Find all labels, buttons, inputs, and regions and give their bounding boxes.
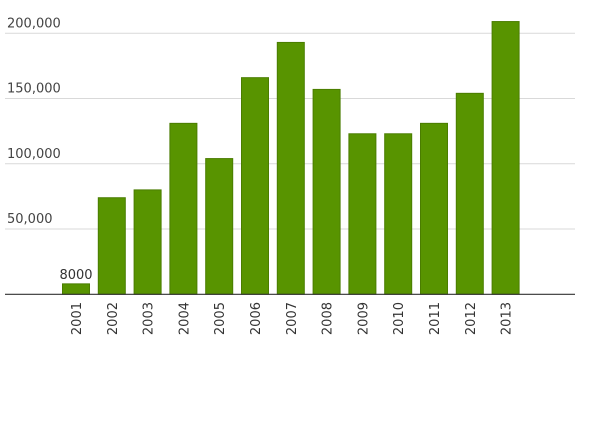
bar-2004 — [169, 122, 198, 295]
x-tick-label: 2006 — [249, 302, 264, 335]
bar-2012 — [455, 92, 484, 295]
bar-2011 — [420, 122, 448, 295]
x-tick-label: 2009 — [356, 302, 371, 335]
bar-2013 — [491, 21, 520, 295]
x-tick-label: 2005 — [213, 302, 228, 335]
x-tick-label: 2010 — [392, 302, 407, 335]
x-tick-label: 2003 — [142, 302, 157, 335]
x-tick-label: 2007 — [285, 302, 300, 335]
bar-2002 — [97, 197, 126, 295]
bar-2009 — [348, 133, 377, 295]
y-tick-label: 150,000 — [7, 82, 61, 97]
x-tick-label: 2011 — [428, 302, 443, 335]
x-tick-label: 2002 — [106, 302, 121, 335]
x-tick-label: 2001 — [70, 302, 85, 335]
bar-2001 — [62, 283, 90, 295]
y-tick-label: 200,000 — [7, 16, 61, 31]
x-tick-label: 2004 — [177, 302, 192, 335]
y-tick-label: 100,000 — [7, 147, 61, 162]
data-label: 8000 — [59, 268, 92, 283]
bar-2005 — [205, 158, 234, 295]
y-tick-label: 50,000 — [7, 212, 53, 227]
x-tick-label: 2013 — [500, 302, 515, 335]
x-tick-label: 2008 — [321, 302, 336, 335]
bar-2003 — [133, 189, 162, 295]
bar-2007 — [276, 41, 305, 295]
bar-2010 — [384, 133, 413, 295]
bar-2006 — [241, 77, 269, 295]
x-tick-label: 2012 — [464, 302, 479, 335]
bar-2008 — [312, 88, 341, 295]
